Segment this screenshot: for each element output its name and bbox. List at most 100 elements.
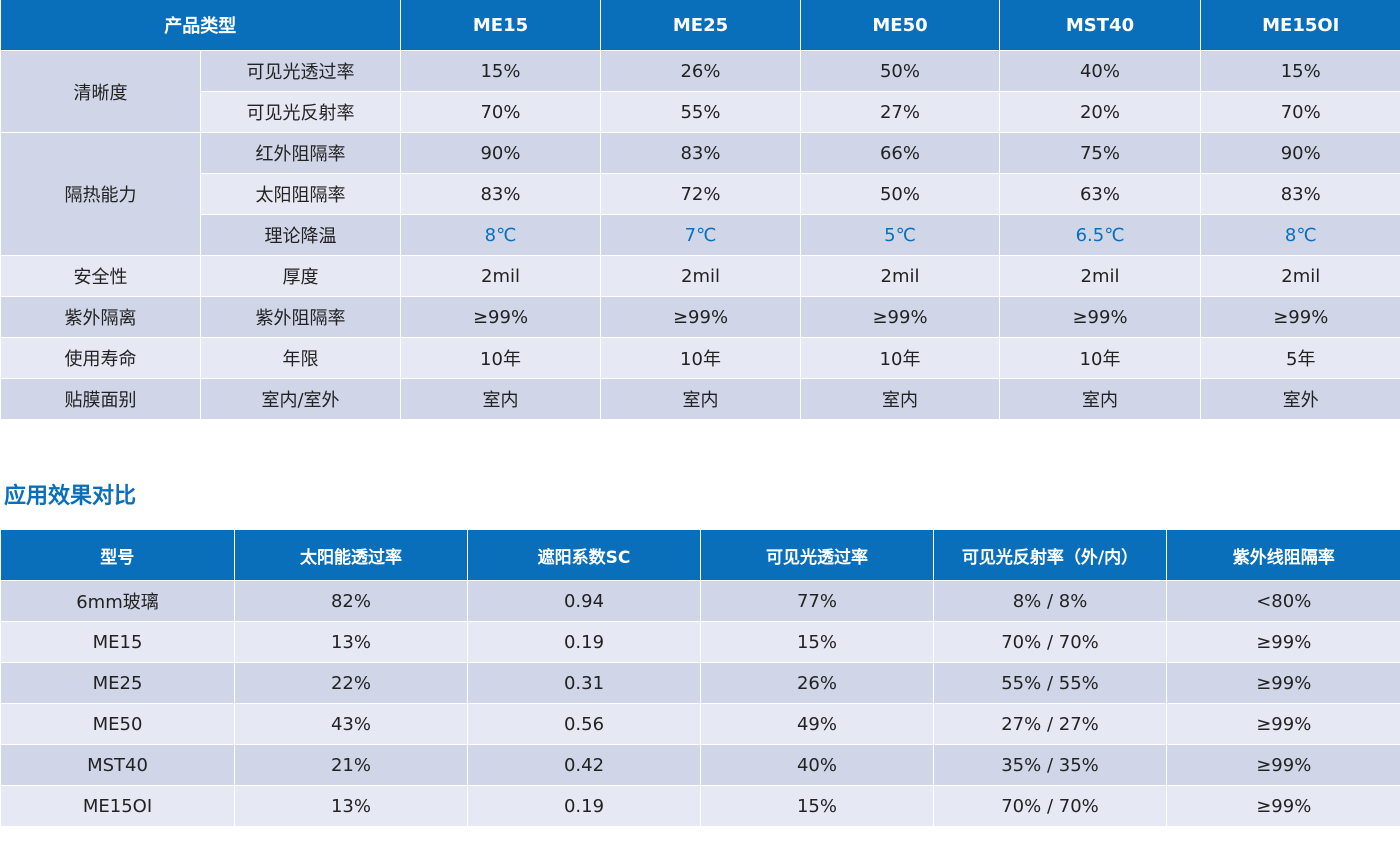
table-cell: 55% / 55% — [933, 662, 1167, 704]
table-cell: 50% — [800, 173, 1000, 215]
table-row: 使用寿命 年限 10年 10年 10年 10年 5年 — [0, 337, 1400, 379]
spec-table-header: 产品类型 ME15 ME25 ME50 MST40 ME15OI — [0, 0, 1400, 51]
table-cell: 66% — [800, 132, 1000, 174]
table-cell: 2mil — [1200, 255, 1400, 297]
table-cell: 2mil — [600, 255, 801, 297]
row-label: 理论降温 — [200, 214, 401, 256]
table-cell: ≥99% — [1166, 785, 1400, 826]
table-cell: 10年 — [800, 337, 1000, 379]
model-header: ME25 — [600, 0, 801, 51]
table-cell: 35% / 35% — [933, 744, 1167, 786]
table-cell: 27% / 27% — [933, 703, 1167, 745]
table-cell: 55% — [600, 91, 801, 133]
table-cell: ≥99% — [1200, 296, 1400, 338]
column-header: 可见光反射率（外/内） — [933, 530, 1167, 581]
spec-table: 产品类型 ME15 ME25 ME50 MST40 ME15OI 清晰度 可见光… — [0, 0, 1400, 419]
group-label: 使用寿命 — [0, 337, 201, 379]
table-cell: 63% — [999, 173, 1201, 215]
table-cell: 83% — [400, 173, 601, 215]
table-cell: 77% — [700, 580, 934, 622]
table-cell: 72% — [600, 173, 801, 215]
table-row: 贴膜面别 室内/室外 室内 室内 室内 室内 室外 — [0, 378, 1400, 419]
table-cell: 40% — [999, 50, 1201, 92]
model-header: ME15OI — [1200, 0, 1400, 51]
group-label: 贴膜面别 — [0, 378, 201, 419]
table-cell: 50% — [800, 50, 1000, 92]
product-type-header: 产品类型 — [0, 0, 401, 51]
table-cell: 2mil — [999, 255, 1201, 297]
column-header: 紫外线阻隔率 — [1166, 530, 1400, 581]
table-cell: 49% — [700, 703, 934, 745]
table-cell: 20% — [999, 91, 1201, 133]
table-cell: 13% — [234, 785, 468, 826]
row-label: 紫外阻隔率 — [200, 296, 401, 338]
table-row: 太阳阻隔率 83% 72% 50% 63% 83% — [1, 173, 1400, 215]
table-cell: 40% — [700, 744, 934, 786]
row-label: 红外阻隔率 — [200, 132, 401, 174]
table-cell: 10年 — [400, 337, 601, 379]
table-cell: ≥99% — [1166, 662, 1400, 704]
table-row: 安全性 厚度 2mil 2mil 2mil 2mil 2mil — [0, 255, 1400, 297]
table-cell: 43% — [234, 703, 468, 745]
table-cell: 室内 — [600, 378, 801, 419]
table-cell: 90% — [400, 132, 601, 174]
model-header: ME15 — [400, 0, 601, 51]
row-label: 太阳阻隔率 — [200, 173, 401, 215]
model-cell: MST40 — [0, 744, 235, 786]
table-cell: 10年 — [600, 337, 801, 379]
comparison-table-header: 型号 太阳能透过率 遮阳系数SC 可见光透过率 可见光反射率（外/内） 紫外线阻… — [0, 530, 1400, 581]
column-header: 型号 — [0, 530, 235, 581]
temperature-cell: 7℃ — [600, 214, 801, 256]
table-cell: 15% — [1200, 50, 1400, 92]
table-row: 理论降温 8℃ 7℃ 5℃ 6.5℃ 8℃ — [1, 214, 1400, 256]
table-cell: 90% — [1200, 132, 1400, 174]
model-cell: ME50 — [0, 703, 235, 745]
table-cell: 26% — [600, 50, 801, 92]
table-cell: 10年 — [999, 337, 1201, 379]
comparison-table: 型号 太阳能透过率 遮阳系数SC 可见光透过率 可见光反射率（外/内） 紫外线阻… — [0, 530, 1400, 826]
column-header: 遮阳系数SC — [467, 530, 701, 581]
group-label: 安全性 — [0, 255, 201, 297]
table-cell: ≥99% — [1166, 703, 1400, 745]
table-row: 清晰度 可见光透过率 15% 26% 50% 40% 15% — [0, 50, 1400, 133]
table-cell: 2mil — [800, 255, 1000, 297]
table-cell: 70% — [400, 91, 601, 133]
table-row: 紫外隔离 紫外阻隔率 ≥99% ≥99% ≥99% ≥99% ≥99% — [0, 296, 1400, 338]
table-cell: 室内 — [400, 378, 601, 419]
table-cell: 83% — [1200, 173, 1400, 215]
table-cell: 室内 — [999, 378, 1201, 419]
table-row: 可见光反射率 70% 55% 27% 20% 70% — [1, 91, 1400, 133]
table-row: ME50 43% 0.56 49% 27% / 27% ≥99% — [0, 703, 1400, 745]
table-cell: ≥99% — [800, 296, 1000, 338]
column-header: 太阳能透过率 — [234, 530, 468, 581]
model-cell: ME25 — [0, 662, 235, 704]
section-title: 应用效果对比 — [4, 484, 137, 509]
table-cell: 70% / 70% — [933, 621, 1167, 663]
table-cell: 室外 — [1200, 378, 1400, 419]
table-cell: ≥99% — [1166, 744, 1400, 786]
column-header: 可见光透过率 — [700, 530, 934, 581]
table-cell: 75% — [999, 132, 1201, 174]
temperature-cell: 8℃ — [400, 214, 601, 256]
table-cell: ≥99% — [400, 296, 601, 338]
row-label: 年限 — [200, 337, 401, 379]
temperature-cell: 8℃ — [1200, 214, 1400, 256]
model-header: MST40 — [999, 0, 1201, 51]
temperature-cell: 5℃ — [800, 214, 1000, 256]
table-cell: 13% — [234, 621, 468, 663]
table-cell: 83% — [600, 132, 801, 174]
table-cell: 8% / 8% — [933, 580, 1167, 622]
table-cell: 22% — [234, 662, 468, 704]
model-cell: ME15OI — [0, 785, 235, 826]
table-cell: ≥99% — [999, 296, 1201, 338]
table-cell: 0.94 — [467, 580, 701, 622]
comparison-table-body: 6mm玻璃 82% 0.94 77% 8% / 8% <80% ME15 13% 0.19 15%… — [0, 580, 1400, 826]
table-cell: 82% — [234, 580, 468, 622]
row-label: 可见光反射率 — [200, 91, 401, 133]
table-cell: 70% / 70% — [933, 785, 1167, 826]
table-cell: 5年 — [1200, 337, 1400, 379]
table-cell: 15% — [700, 785, 934, 826]
table-row: ME25 22% 0.31 26% 55% / 55% ≥99% — [0, 662, 1400, 704]
table-cell: 0.19 — [467, 785, 701, 826]
table-cell: 0.19 — [467, 621, 701, 663]
